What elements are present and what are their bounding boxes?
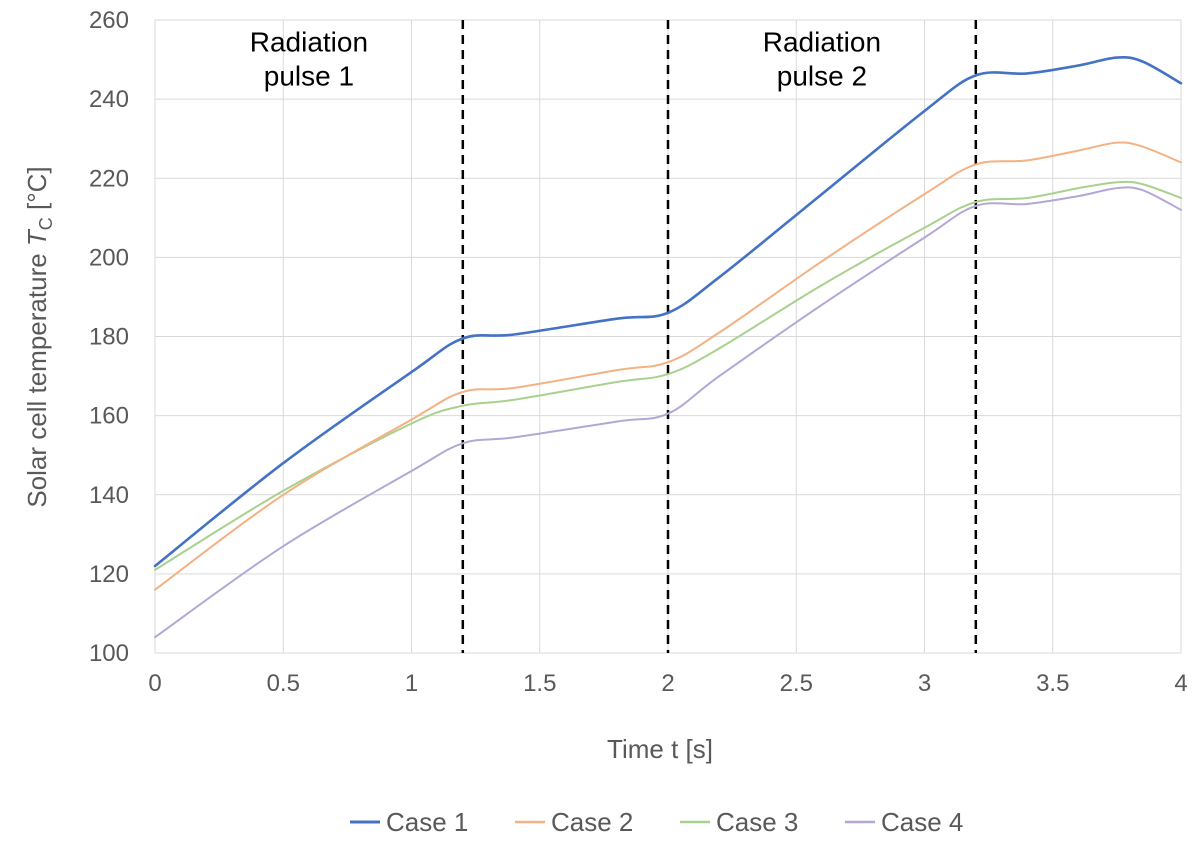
y-tick-label: 240 (89, 86, 129, 113)
y-axis-title-symbol: T (22, 228, 52, 246)
legend-label-case-2: Case 2 (551, 807, 633, 837)
y-tick-label: 100 (89, 640, 129, 667)
y-tick-label: 220 (89, 165, 129, 192)
x-tick-label: 3.5 (1036, 670, 1069, 697)
y-tick-labels: 100 120 140 160 180 200 220 240 260 (89, 7, 129, 667)
x-tick-label: 0 (148, 670, 161, 697)
y-axis-title-unit: [°C] (22, 166, 52, 217)
series-line-case-3 (154, 180, 1182, 571)
x-tick-label: 1 (405, 670, 418, 697)
x-tick-label: 1.5 (523, 670, 556, 697)
x-tick-label: 0.5 (267, 670, 300, 697)
series-line-case-1 (153, 56, 1183, 568)
x-tick-label: 3 (918, 670, 931, 697)
y-tick-label: 260 (89, 7, 129, 34)
legend-label-case-1: Case 1 (386, 807, 468, 837)
x-tick-label: 2.5 (780, 670, 813, 697)
x-tick-label: 4 (1174, 670, 1187, 697)
y-tick-label: 160 (89, 403, 129, 430)
y-tick-label: 180 (89, 324, 129, 351)
series-line-case-2 (154, 141, 1182, 591)
y-axis-title-subscript: C (36, 217, 56, 230)
pulse-boundary-markers (461, 20, 978, 653)
x-axis-title: Time t [s] (607, 734, 713, 764)
legend-label-case-3: Case 3 (716, 807, 798, 837)
annotation-line: Radiation (250, 27, 368, 58)
y-axis-title: Solar cell temperature TC [°C] (22, 166, 56, 507)
x-tick-label: 2 (661, 670, 674, 697)
series-line-case-4 (154, 186, 1182, 639)
annotation-pulse-2: Radiation pulse 2 (763, 27, 881, 92)
annotation-line: pulse 1 (264, 61, 354, 92)
legend: Case 1 Case 2 Case 3 Case 4 (350, 807, 963, 837)
annotation-pulse-1: Radiation pulse 1 (250, 27, 368, 92)
x-tick-labels: 0 0.5 1 1.5 2 2.5 3 3.5 4 (148, 670, 1187, 697)
legend-label-case-4: Case 4 (881, 807, 963, 837)
y-tick-label: 140 (89, 482, 129, 509)
series-lines (153, 56, 1183, 639)
y-tick-label: 120 (89, 561, 129, 588)
annotation-line: Radiation (763, 27, 881, 58)
y-tick-label: 200 (89, 244, 129, 271)
annotation-line: pulse 2 (777, 61, 867, 92)
y-axis-title-main: Solar cell temperature (22, 246, 52, 508)
